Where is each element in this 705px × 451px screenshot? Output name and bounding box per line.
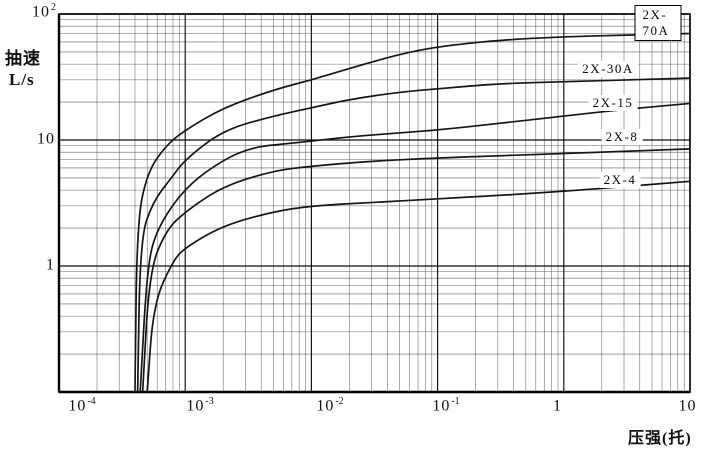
x-tick-1e-1: 10-1 [432,396,460,415]
x-tick-1e-3: 10-3 [186,396,214,415]
curve-label-2x-30a: 2X-30A [578,61,638,77]
x-tick-1e-4: 10-4 [68,396,96,415]
curve-label-2x-8: 2X-8 [601,129,643,145]
y-tick-10: 10 [37,130,55,148]
y-tick-1: 1 [46,256,55,274]
grid-minor-lines [59,14,690,392]
curve-label-2x-70a: 2X-70A [634,5,682,41]
x-tick-10: 10 [678,397,697,415]
y-tick-100: 102 [32,2,56,21]
x-axis-title: 压强(托) [628,430,692,447]
speed-curves [134,32,690,392]
curve-2x-15 [139,102,690,392]
curve-2x-4 [146,180,690,392]
curve-2x-8 [141,148,690,392]
curve-2x-30a [136,77,690,392]
curve-2x-70a [134,32,690,392]
x-tick-1: 1 [553,397,562,415]
x-tick-1e-2: 10-2 [316,396,344,415]
curve-label-2x-15: 2X-15 [588,95,638,111]
curve-label-2x-4: 2X-4 [599,172,641,188]
y-axis-title-cn: 抽速 [5,49,41,68]
y-axis-title-unit: L/s [9,70,35,89]
